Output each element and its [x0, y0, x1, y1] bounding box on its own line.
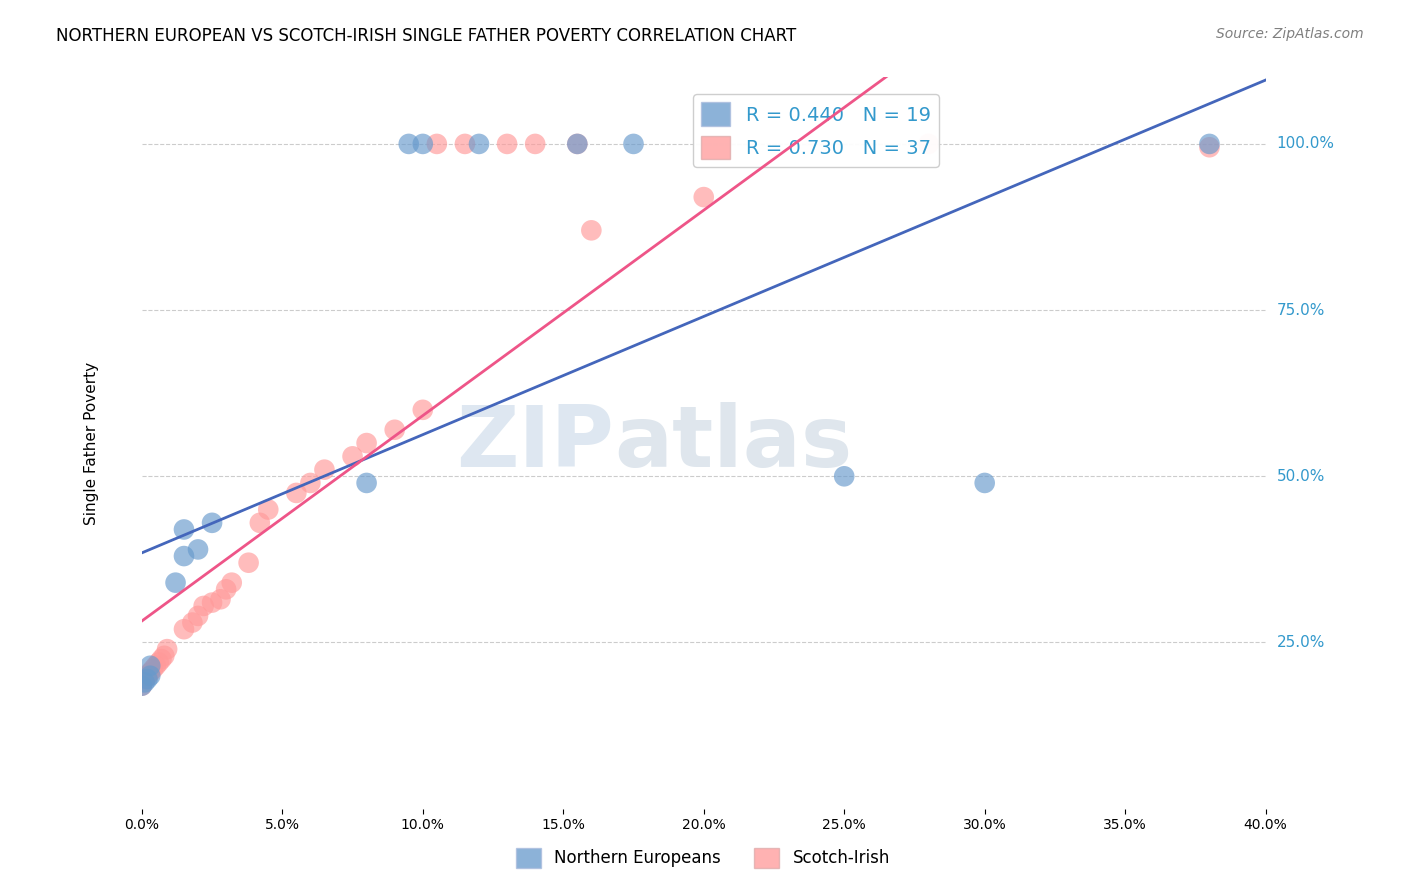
Point	[193, 599, 215, 613]
Point	[181, 615, 204, 630]
Point	[356, 475, 378, 490]
Point	[832, 469, 855, 483]
Text: 50.0%: 50.0%	[1277, 469, 1324, 483]
Point	[209, 592, 232, 607]
Point	[257, 502, 280, 516]
Point	[173, 622, 195, 636]
Point	[139, 665, 162, 680]
Point	[524, 136, 547, 151]
Point	[156, 642, 179, 657]
Point	[201, 596, 224, 610]
Point	[496, 136, 519, 151]
Point	[153, 648, 176, 663]
Point	[314, 463, 336, 477]
Point	[165, 575, 187, 590]
Point	[215, 582, 238, 597]
Point	[134, 672, 156, 686]
Point	[136, 672, 159, 686]
Legend: Northern Europeans, Scotch-Irish: Northern Europeans, Scotch-Irish	[509, 841, 897, 875]
Point	[299, 475, 322, 490]
Point	[221, 575, 243, 590]
Point	[973, 475, 995, 490]
Point	[139, 658, 162, 673]
Point	[384, 423, 406, 437]
Point	[356, 436, 378, 450]
Legend: R = 0.440   N = 19, R = 0.730   N = 37: R = 0.440 N = 19, R = 0.730 N = 37	[693, 95, 939, 167]
Point	[249, 516, 271, 530]
Point	[693, 190, 716, 204]
Text: 100.0%: 100.0%	[1277, 136, 1334, 152]
Point	[201, 516, 224, 530]
Point	[136, 669, 159, 683]
Point	[468, 136, 491, 151]
Point	[238, 556, 260, 570]
Point	[623, 136, 645, 151]
Point	[426, 136, 449, 151]
Point	[567, 136, 589, 151]
Text: atlas: atlas	[614, 401, 852, 484]
Point	[342, 450, 364, 464]
Text: Source: ZipAtlas.com: Source: ZipAtlas.com	[1216, 27, 1364, 41]
Point	[134, 675, 156, 690]
Point	[187, 608, 209, 623]
Point	[131, 679, 153, 693]
Text: 25.0%: 25.0%	[1277, 635, 1324, 650]
Point	[412, 136, 434, 151]
Point	[398, 136, 420, 151]
Point	[148, 656, 170, 670]
Text: NORTHERN EUROPEAN VS SCOTCH-IRISH SINGLE FATHER POVERTY CORRELATION CHART: NORTHERN EUROPEAN VS SCOTCH-IRISH SINGLE…	[56, 27, 796, 45]
Point	[412, 402, 434, 417]
Point	[1198, 140, 1220, 154]
Point	[131, 679, 153, 693]
Point	[139, 669, 162, 683]
Text: 75.0%: 75.0%	[1277, 302, 1324, 318]
Point	[1198, 136, 1220, 151]
Point	[150, 652, 173, 666]
Point	[187, 542, 209, 557]
Text: Single Father Poverty: Single Father Poverty	[84, 361, 98, 524]
Point	[454, 136, 477, 151]
Point	[567, 136, 589, 151]
Point	[581, 223, 603, 237]
Point	[145, 658, 167, 673]
Point	[173, 523, 195, 537]
Text: ZIP: ZIP	[456, 401, 614, 484]
Point	[285, 486, 308, 500]
Point	[173, 549, 195, 563]
Point	[142, 662, 165, 676]
Point	[917, 136, 939, 151]
